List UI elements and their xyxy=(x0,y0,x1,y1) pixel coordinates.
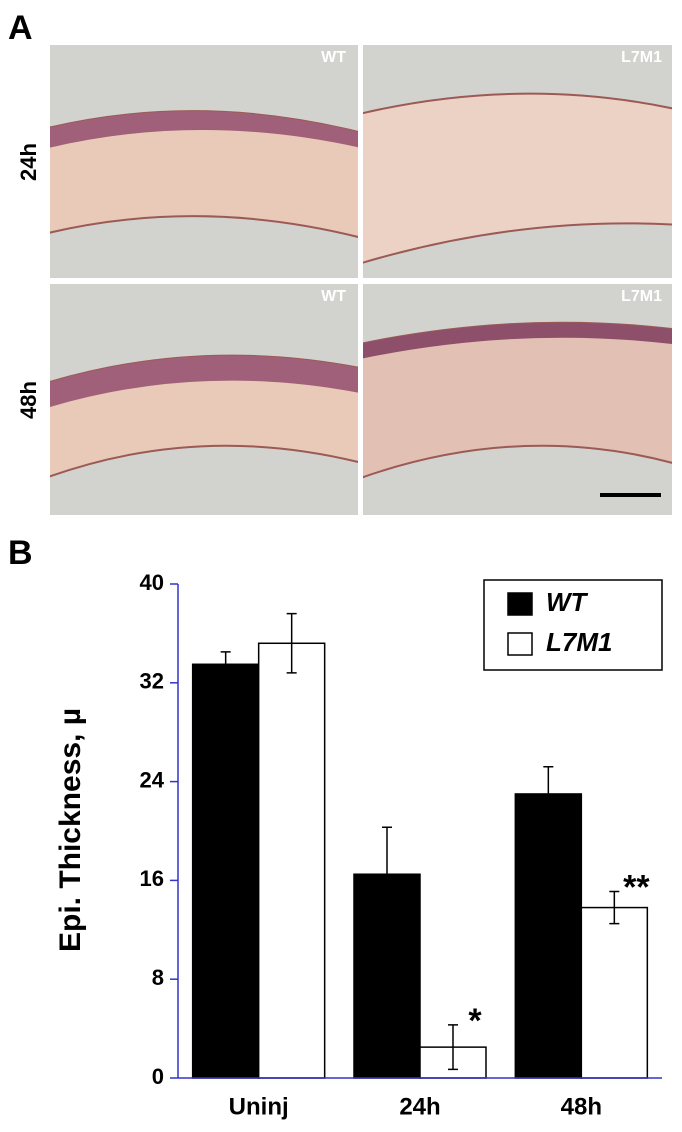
error-bar xyxy=(609,890,620,925)
x-tick-label: 24h xyxy=(399,1093,440,1120)
bar xyxy=(514,793,583,1079)
row-label: 24h xyxy=(16,143,41,181)
row-label: 48h xyxy=(16,381,41,419)
column-label: WT xyxy=(321,49,346,66)
legend-label: L7M1 xyxy=(546,627,612,657)
legend-swatch xyxy=(507,632,533,656)
x-tick-label: Uninj xyxy=(229,1093,289,1120)
panel-label: A xyxy=(8,9,33,47)
error-bar xyxy=(286,612,297,674)
x-tick-label: 48h xyxy=(561,1093,602,1120)
bar xyxy=(580,906,649,1079)
y-axis-label: Epi. Thickness, µ xyxy=(54,708,87,952)
micrograph xyxy=(50,45,358,278)
significance: * xyxy=(468,1002,482,1040)
error-bar xyxy=(448,1024,458,1071)
y-tick-label: 0 xyxy=(152,1064,164,1089)
significance: ** xyxy=(623,868,650,906)
y-tick-label: 40 xyxy=(140,570,164,595)
legend-swatch xyxy=(507,592,533,616)
y-tick-label: 32 xyxy=(140,669,164,694)
micrograph xyxy=(363,45,672,278)
micrograph xyxy=(363,284,672,515)
error-bar xyxy=(220,651,231,678)
y-tick-label: 16 xyxy=(140,866,164,891)
bar xyxy=(257,642,326,1079)
column-label: L7M1 xyxy=(621,288,662,305)
y-tick-label: 8 xyxy=(152,965,164,990)
bar xyxy=(191,663,260,1079)
legend-label: WT xyxy=(546,587,589,617)
panel-label: B xyxy=(8,534,33,572)
error-bar xyxy=(382,826,392,922)
micrograph xyxy=(50,284,358,515)
error-bar xyxy=(543,766,554,822)
y-tick-label: 24 xyxy=(140,767,165,792)
column-label: WT xyxy=(321,288,346,305)
column-label: L7M1 xyxy=(621,49,662,66)
